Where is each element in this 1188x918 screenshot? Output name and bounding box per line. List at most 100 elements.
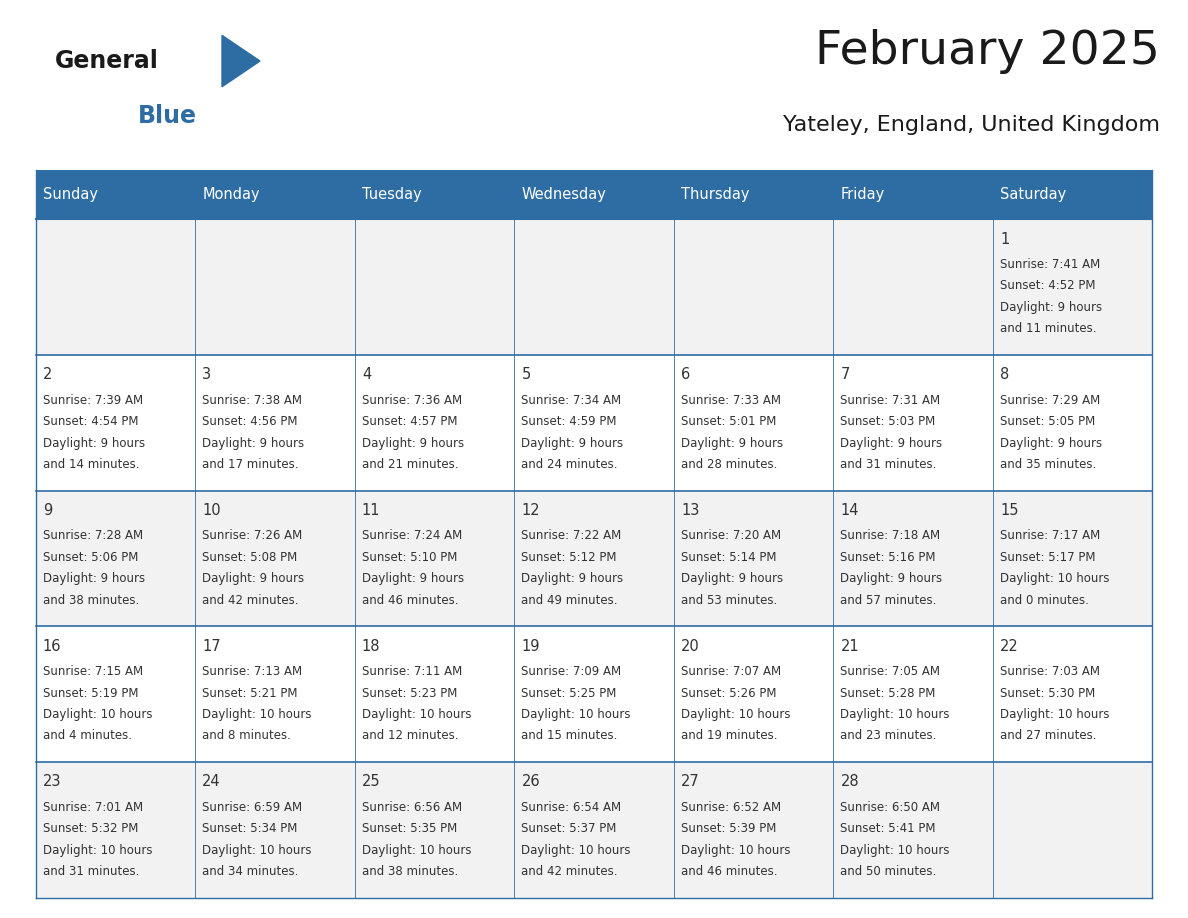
Text: Yateley, England, United Kingdom: Yateley, England, United Kingdom [783, 116, 1159, 135]
Text: and 17 minutes.: and 17 minutes. [202, 458, 299, 471]
Text: 1: 1 [1000, 231, 1010, 247]
Text: and 14 minutes.: and 14 minutes. [43, 458, 139, 471]
Text: Sunrise: 7:39 AM: Sunrise: 7:39 AM [43, 394, 143, 407]
Text: Sunrise: 6:59 AM: Sunrise: 6:59 AM [202, 800, 303, 813]
Text: Daylight: 10 hours: Daylight: 10 hours [840, 844, 950, 856]
Text: and 21 minutes.: and 21 minutes. [362, 458, 459, 471]
Text: Sunset: 5:01 PM: Sunset: 5:01 PM [681, 415, 776, 428]
Text: and 0 minutes.: and 0 minutes. [1000, 594, 1089, 607]
Text: Daylight: 9 hours: Daylight: 9 hours [1000, 301, 1102, 314]
Text: Daylight: 9 hours: Daylight: 9 hours [522, 572, 624, 586]
Text: Sunrise: 7:38 AM: Sunrise: 7:38 AM [202, 394, 303, 407]
Text: Thursday: Thursday [681, 187, 750, 202]
Text: 10: 10 [202, 503, 221, 518]
Text: Sunrise: 6:50 AM: Sunrise: 6:50 AM [840, 800, 941, 813]
Text: and 28 minutes.: and 28 minutes. [681, 458, 777, 471]
Text: Sunset: 5:30 PM: Sunset: 5:30 PM [1000, 687, 1095, 700]
Text: Sunset: 5:17 PM: Sunset: 5:17 PM [1000, 551, 1095, 564]
Text: Sunrise: 7:33 AM: Sunrise: 7:33 AM [681, 394, 781, 407]
Text: Sunset: 5:08 PM: Sunset: 5:08 PM [202, 551, 298, 564]
Text: and 49 minutes.: and 49 minutes. [522, 594, 618, 607]
Text: Sunset: 5:19 PM: Sunset: 5:19 PM [43, 687, 138, 700]
Text: and 23 minutes.: and 23 minutes. [840, 730, 937, 743]
Text: Sunset: 5:34 PM: Sunset: 5:34 PM [202, 823, 298, 835]
Text: Wednesday: Wednesday [522, 187, 606, 202]
Text: Daylight: 10 hours: Daylight: 10 hours [362, 844, 472, 856]
Text: Daylight: 10 hours: Daylight: 10 hours [202, 844, 312, 856]
Text: Sunset: 5:05 PM: Sunset: 5:05 PM [1000, 415, 1095, 428]
Text: and 31 minutes.: and 31 minutes. [43, 865, 139, 879]
Text: 22: 22 [1000, 639, 1019, 654]
Text: Sunset: 4:56 PM: Sunset: 4:56 PM [202, 415, 298, 428]
Text: 9: 9 [43, 503, 52, 518]
Text: Daylight: 9 hours: Daylight: 9 hours [202, 572, 304, 586]
Text: Daylight: 9 hours: Daylight: 9 hours [362, 437, 465, 450]
Text: Friday: Friday [840, 187, 885, 202]
Text: and 11 minutes.: and 11 minutes. [1000, 322, 1097, 335]
Text: Sunday: Sunday [43, 187, 97, 202]
Text: Sunrise: 7:22 AM: Sunrise: 7:22 AM [522, 530, 621, 543]
Text: 18: 18 [362, 639, 380, 654]
Text: 16: 16 [43, 639, 62, 654]
Text: and 57 minutes.: and 57 minutes. [840, 594, 937, 607]
Text: Sunrise: 7:26 AM: Sunrise: 7:26 AM [202, 530, 303, 543]
Text: 13: 13 [681, 503, 700, 518]
Text: 5: 5 [522, 367, 531, 382]
Text: Sunset: 5:23 PM: Sunset: 5:23 PM [362, 687, 457, 700]
Text: 23: 23 [43, 774, 62, 789]
Text: Sunrise: 6:54 AM: Sunrise: 6:54 AM [522, 800, 621, 813]
Text: Sunset: 4:54 PM: Sunset: 4:54 PM [43, 415, 138, 428]
Text: Daylight: 10 hours: Daylight: 10 hours [522, 708, 631, 721]
Text: Daylight: 9 hours: Daylight: 9 hours [43, 572, 145, 586]
Text: February 2025: February 2025 [815, 28, 1159, 74]
Text: Daylight: 10 hours: Daylight: 10 hours [43, 708, 152, 721]
Text: Sunset: 4:57 PM: Sunset: 4:57 PM [362, 415, 457, 428]
Text: Sunrise: 7:41 AM: Sunrise: 7:41 AM [1000, 258, 1100, 271]
Text: and 38 minutes.: and 38 minutes. [43, 594, 139, 607]
Text: and 15 minutes.: and 15 minutes. [522, 730, 618, 743]
Text: Sunrise: 7:05 AM: Sunrise: 7:05 AM [840, 665, 941, 678]
Text: 19: 19 [522, 639, 539, 654]
Text: Sunset: 4:59 PM: Sunset: 4:59 PM [522, 415, 617, 428]
Text: and 50 minutes.: and 50 minutes. [840, 865, 936, 879]
Text: Daylight: 10 hours: Daylight: 10 hours [1000, 708, 1110, 721]
Text: and 46 minutes.: and 46 minutes. [681, 865, 777, 879]
Text: Daylight: 10 hours: Daylight: 10 hours [681, 844, 790, 856]
Text: Sunset: 5:16 PM: Sunset: 5:16 PM [840, 551, 936, 564]
Text: Sunrise: 7:11 AM: Sunrise: 7:11 AM [362, 665, 462, 678]
Text: Sunset: 5:41 PM: Sunset: 5:41 PM [840, 823, 936, 835]
Text: 27: 27 [681, 774, 700, 789]
Text: and 42 minutes.: and 42 minutes. [522, 865, 618, 879]
Text: Sunrise: 7:13 AM: Sunrise: 7:13 AM [202, 665, 303, 678]
Text: and 27 minutes.: and 27 minutes. [1000, 730, 1097, 743]
Text: Sunrise: 7:29 AM: Sunrise: 7:29 AM [1000, 394, 1100, 407]
Text: Sunrise: 6:56 AM: Sunrise: 6:56 AM [362, 800, 462, 813]
Text: Sunset: 5:25 PM: Sunset: 5:25 PM [522, 687, 617, 700]
Text: 7: 7 [840, 367, 849, 382]
Text: 12: 12 [522, 503, 541, 518]
Text: Daylight: 9 hours: Daylight: 9 hours [43, 437, 145, 450]
Text: Sunrise: 7:15 AM: Sunrise: 7:15 AM [43, 665, 143, 678]
Text: Sunrise: 7:24 AM: Sunrise: 7:24 AM [362, 530, 462, 543]
Text: Sunset: 5:35 PM: Sunset: 5:35 PM [362, 823, 457, 835]
Text: Sunset: 5:28 PM: Sunset: 5:28 PM [840, 687, 936, 700]
Text: Daylight: 10 hours: Daylight: 10 hours [522, 844, 631, 856]
Text: Sunrise: 7:28 AM: Sunrise: 7:28 AM [43, 530, 143, 543]
Text: 21: 21 [840, 639, 859, 654]
Text: Daylight: 10 hours: Daylight: 10 hours [840, 708, 950, 721]
Polygon shape [222, 35, 260, 87]
Text: 17: 17 [202, 639, 221, 654]
Text: Daylight: 9 hours: Daylight: 9 hours [522, 437, 624, 450]
Text: 15: 15 [1000, 503, 1018, 518]
Text: and 31 minutes.: and 31 minutes. [840, 458, 937, 471]
Text: Daylight: 9 hours: Daylight: 9 hours [840, 572, 942, 586]
Text: 26: 26 [522, 774, 541, 789]
Text: and 24 minutes.: and 24 minutes. [522, 458, 618, 471]
Text: Sunrise: 7:20 AM: Sunrise: 7:20 AM [681, 530, 781, 543]
Text: Daylight: 10 hours: Daylight: 10 hours [43, 844, 152, 856]
Text: Sunrise: 7:07 AM: Sunrise: 7:07 AM [681, 665, 781, 678]
Text: Sunrise: 7:34 AM: Sunrise: 7:34 AM [522, 394, 621, 407]
Text: Sunrise: 7:03 AM: Sunrise: 7:03 AM [1000, 665, 1100, 678]
Text: Sunrise: 6:52 AM: Sunrise: 6:52 AM [681, 800, 781, 813]
Text: Blue: Blue [138, 104, 197, 128]
